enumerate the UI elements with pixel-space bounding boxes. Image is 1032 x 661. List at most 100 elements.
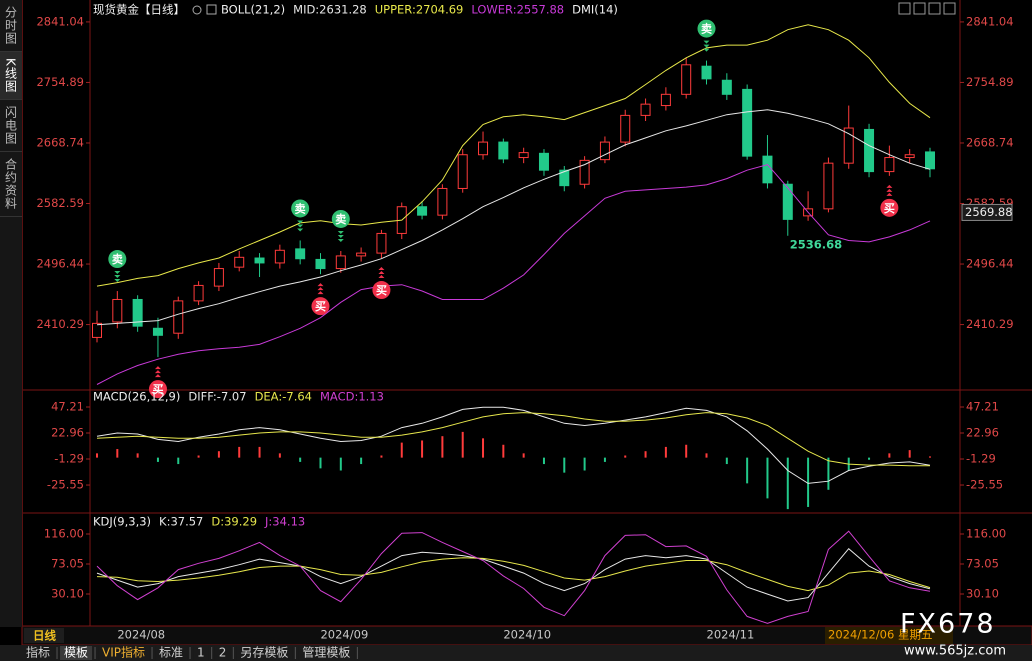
signal-label: 卖 — [112, 252, 123, 266]
signal-arrow — [154, 366, 161, 370]
candle-body — [843, 127, 854, 164]
candle-body — [864, 128, 875, 173]
candle-body — [92, 322, 102, 338]
candle-body — [660, 93, 671, 107]
y-tick-label: 73.05 — [51, 556, 84, 570]
icon[interactable] — [898, 2, 911, 15]
candle-body — [518, 152, 529, 159]
bottom-toolbar — [0, 645, 1032, 661]
panel-title: MACD(26,12,9) — [93, 390, 180, 404]
signal-marker — [880, 198, 899, 217]
cursor-price: 2569.88 — [965, 205, 1013, 219]
signal-arrow — [886, 184, 893, 188]
signal-label: 买 — [376, 284, 387, 297]
tab-background — [214, 646, 231, 660]
signal-arrow — [703, 48, 710, 52]
candle-body — [579, 159, 590, 185]
signal-marker — [372, 281, 391, 300]
signal-arrow — [114, 271, 121, 275]
tab-label: 指标 — [26, 645, 50, 660]
candle-body — [457, 154, 468, 189]
tab-label: VIP指标 — [102, 645, 145, 660]
candle-body — [721, 79, 732, 95]
toolbar-tab[interactable]: 模板 — [60, 646, 96, 661]
sidebar-tab[interactable]: 分时图 — [0, 0, 22, 52]
tab-label: 管理模板 — [302, 645, 350, 660]
candle-body — [437, 187, 448, 216]
y-tick-label: 2410.29 — [966, 317, 1014, 331]
y-tick-label: 2496.44 — [966, 257, 1014, 271]
candle-body — [498, 141, 509, 160]
toolbar-tab[interactable]: 指标 — [22, 645, 58, 661]
signal-marker — [331, 209, 350, 228]
indicator-name: DMI(14) — [572, 3, 618, 17]
signal-arrow — [114, 275, 121, 279]
x-tick-label: 2024/10 — [503, 628, 551, 642]
candle-body — [762, 155, 773, 184]
icon[interactable] — [206, 4, 217, 15]
signal-arrow — [317, 287, 324, 291]
candle-body — [254, 257, 265, 264]
tab-background — [60, 646, 93, 660]
sidebar: 分时图 K线图 闪电图 合约资料 — [0, 0, 23, 627]
signal-arrow — [886, 192, 893, 196]
signal-arrow — [297, 228, 304, 232]
signal-arrow — [297, 220, 304, 224]
toolbar-tab[interactable]: 另存模板 — [236, 646, 296, 661]
signal-arrow — [337, 234, 344, 238]
signal-arrow — [886, 188, 893, 192]
candle-body — [559, 169, 570, 187]
signal-arrow — [154, 370, 161, 374]
y-tick-label: 73.05 — [966, 556, 999, 570]
y-tick-label: 116.00 — [44, 526, 84, 540]
signal-marker — [148, 380, 167, 399]
legend-entry: MACD:1.13 — [320, 390, 384, 404]
toolbar-tab[interactable]: 1 — [193, 646, 213, 661]
series-line — [96, 406, 931, 484]
icon[interactable] — [943, 2, 956, 15]
toolbar-tab[interactable]: VIP指标 — [98, 645, 153, 661]
icon[interactable] — [928, 2, 941, 15]
x-tick-label: 2024/08 — [117, 628, 165, 642]
signal-marker — [108, 250, 127, 269]
tab-background — [155, 646, 188, 660]
legend-entry: DEA:-7.64 — [255, 390, 312, 404]
icon[interactable] — [192, 5, 202, 15]
series-line — [96, 24, 931, 287]
signal-marker — [311, 297, 330, 316]
cursor-date: 2024/12/06 星期五 — [828, 628, 932, 642]
candle-body — [173, 300, 184, 334]
candle-body — [295, 248, 306, 260]
signal-arrow — [317, 291, 324, 295]
candle-body — [782, 183, 793, 220]
legend-entry: D:39.29 — [211, 515, 257, 529]
candle-body — [132, 298, 143, 327]
cursor-date-box — [825, 627, 953, 644]
candle-body — [356, 252, 367, 257]
candle-body — [884, 157, 895, 173]
icon[interactable] — [913, 2, 926, 15]
y-tick-label: 2754.89 — [36, 75, 84, 89]
toolbar-tab[interactable]: 标准 — [155, 646, 191, 661]
candle-body — [152, 327, 163, 336]
toolbar-tab[interactable]: 2 — [214, 646, 234, 661]
toolbar-tab[interactable]: 管理模板 — [298, 645, 358, 661]
candle-body — [904, 154, 915, 159]
y-tick-label: 2410.29 — [36, 317, 84, 331]
candle-body — [701, 65, 712, 80]
y-tick-label: 30.10 — [51, 586, 84, 600]
candle-body — [335, 255, 346, 270]
sidebar-tab[interactable]: 闪电图 — [0, 100, 22, 152]
sidebar-tab[interactable]: K线图 — [0, 52, 22, 100]
candle-body — [640, 103, 651, 116]
signal-arrow — [297, 224, 304, 228]
candle-body — [538, 152, 549, 171]
signal-arrow — [378, 267, 385, 271]
sidebar-tab[interactable]: 合约资料 — [0, 152, 22, 217]
price-annotation: 2536.68 — [790, 237, 842, 251]
y-tick-label: 2841.04 — [36, 14, 84, 28]
candle-body — [599, 141, 610, 161]
period-box — [24, 628, 64, 643]
